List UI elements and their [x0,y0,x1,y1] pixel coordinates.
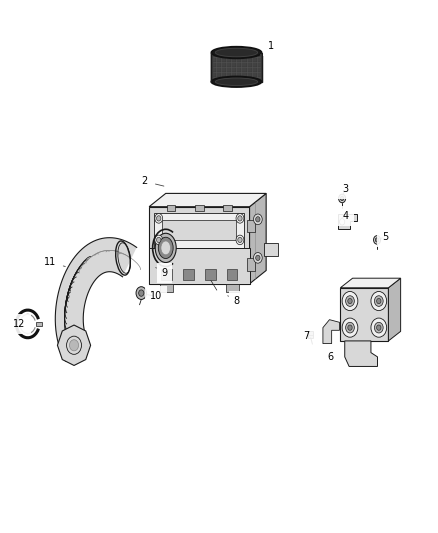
Polygon shape [264,243,279,256]
Circle shape [371,318,387,337]
Circle shape [254,253,262,263]
Polygon shape [160,284,173,292]
Ellipse shape [215,78,258,85]
Polygon shape [149,248,250,284]
Circle shape [238,237,242,243]
Text: 4: 4 [342,211,349,221]
Circle shape [339,194,346,203]
Polygon shape [223,205,232,211]
Ellipse shape [212,47,261,59]
Polygon shape [55,238,137,361]
Polygon shape [154,213,244,248]
Polygon shape [162,220,237,240]
Text: 2: 2 [141,176,164,187]
Ellipse shape [70,340,78,351]
Polygon shape [183,269,194,279]
Ellipse shape [158,237,173,259]
Circle shape [236,214,244,223]
Circle shape [374,296,383,306]
Polygon shape [308,332,313,338]
Ellipse shape [215,49,258,57]
Circle shape [375,238,379,242]
Polygon shape [195,205,204,211]
Text: 3: 3 [343,184,349,195]
Polygon shape [212,53,261,82]
Circle shape [155,235,162,245]
Polygon shape [247,220,255,232]
Circle shape [374,236,381,244]
Circle shape [256,255,260,261]
Polygon shape [389,278,401,341]
Circle shape [254,214,262,224]
Ellipse shape [161,241,170,255]
Text: 6: 6 [327,352,333,362]
Polygon shape [250,193,266,284]
Circle shape [377,325,381,330]
Circle shape [348,325,352,330]
Text: 5: 5 [380,232,388,242]
Polygon shape [323,320,339,344]
Circle shape [342,318,358,337]
Circle shape [346,296,354,306]
Text: 1: 1 [261,41,275,55]
Polygon shape [161,269,172,279]
Circle shape [156,237,161,243]
Text: 11: 11 [43,257,65,267]
Polygon shape [149,207,250,284]
Circle shape [339,219,345,225]
Polygon shape [226,284,239,292]
Polygon shape [166,205,175,211]
Circle shape [371,292,387,311]
Ellipse shape [212,76,261,87]
Polygon shape [205,269,215,279]
Polygon shape [340,278,401,288]
Circle shape [236,235,244,245]
Circle shape [155,214,162,223]
Polygon shape [149,193,266,207]
Polygon shape [345,341,378,367]
Circle shape [342,292,358,311]
Polygon shape [212,53,261,82]
Circle shape [238,216,242,221]
Circle shape [136,287,147,300]
Circle shape [348,298,352,304]
Text: 10: 10 [148,291,162,301]
Text: 12: 12 [13,319,26,329]
Text: 8: 8 [228,296,240,306]
Circle shape [139,290,144,296]
Ellipse shape [62,331,86,359]
Circle shape [340,196,344,200]
Text: 9: 9 [155,268,167,278]
Circle shape [377,298,381,304]
Circle shape [156,216,161,221]
Text: 7: 7 [303,330,310,341]
Circle shape [346,322,354,333]
Polygon shape [338,214,357,229]
Polygon shape [57,325,91,366]
Polygon shape [35,322,42,326]
Polygon shape [247,258,255,271]
Ellipse shape [155,233,176,263]
Polygon shape [340,288,389,341]
Polygon shape [227,269,237,279]
Circle shape [256,216,260,222]
Circle shape [374,322,383,333]
Ellipse shape [67,336,81,354]
